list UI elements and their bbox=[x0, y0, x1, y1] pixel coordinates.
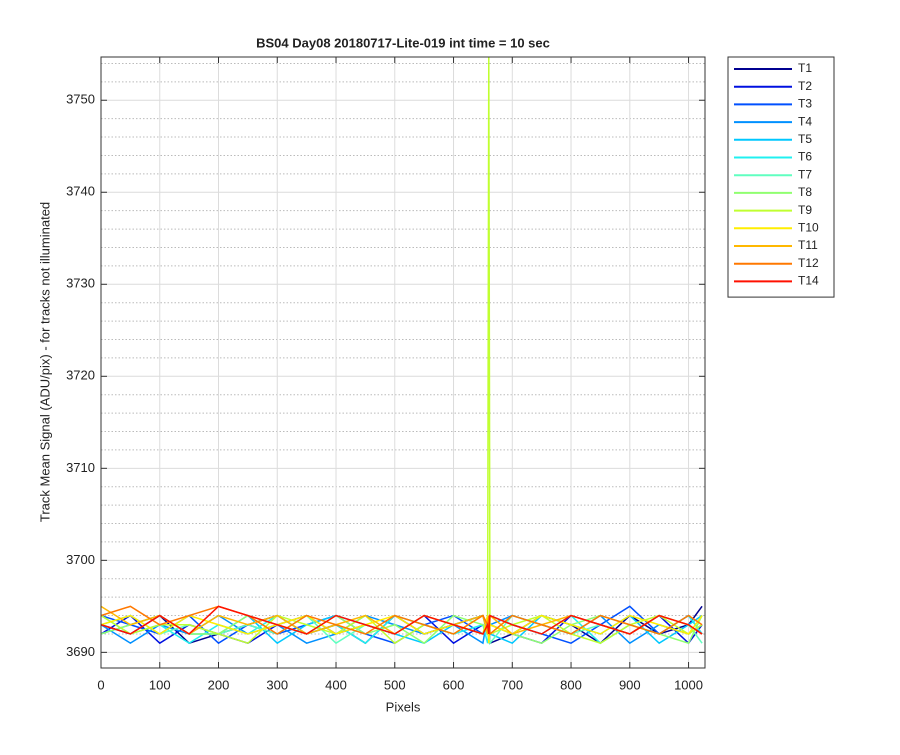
series-line bbox=[101, 605, 703, 635]
legend-label: T7 bbox=[798, 167, 812, 181]
legend-label: T14 bbox=[798, 274, 819, 288]
series-group bbox=[101, 57, 703, 646]
y-tick-label: 3700 bbox=[66, 552, 95, 567]
legend-label: T6 bbox=[798, 150, 812, 164]
y-tick-label: 3750 bbox=[66, 92, 95, 107]
legend-label: T2 bbox=[798, 79, 812, 93]
chart-title: BS04 Day08 20180717-Lite-019 int time = … bbox=[256, 35, 550, 50]
x-tick-label: 100 bbox=[149, 677, 171, 692]
y-tick-label: 3740 bbox=[66, 184, 95, 199]
x-tick-label: 900 bbox=[619, 677, 641, 692]
legend-label: T11 bbox=[798, 238, 818, 252]
x-tick-label: 300 bbox=[266, 677, 288, 692]
legend-box bbox=[727, 56, 835, 298]
legend-label: T8 bbox=[798, 185, 812, 199]
y-axis-label: Track Mean Signal (ADU/pix) - for tracks… bbox=[37, 202, 52, 522]
legend-label: T4 bbox=[798, 114, 812, 128]
x-tick-label: 600 bbox=[443, 677, 465, 692]
legend-label: T1 bbox=[798, 61, 812, 75]
plot-area bbox=[101, 57, 705, 668]
x-tick-label: 700 bbox=[501, 677, 523, 692]
x-tick-label: 800 bbox=[560, 677, 582, 692]
x-axis-label: Pixels bbox=[386, 699, 421, 714]
y-tick-label: 3730 bbox=[66, 276, 95, 291]
y-tick-label: 3710 bbox=[66, 460, 95, 475]
y-tick-label: 3690 bbox=[66, 644, 95, 659]
legend-label: T3 bbox=[798, 97, 812, 111]
x-tick-label: 400 bbox=[325, 677, 347, 692]
x-tick-label: 1000 bbox=[674, 677, 703, 692]
x-tick-label: 500 bbox=[384, 677, 406, 692]
x-tick-label: 200 bbox=[208, 677, 230, 692]
legend-label: T12 bbox=[798, 256, 819, 270]
x-tick-label: 0 bbox=[97, 677, 104, 692]
legend-label: T5 bbox=[798, 132, 812, 146]
axes-box bbox=[100, 56, 706, 669]
legend-label: T9 bbox=[798, 203, 812, 217]
y-tick-label: 3720 bbox=[66, 368, 95, 383]
legend-label: T10 bbox=[798, 220, 819, 234]
